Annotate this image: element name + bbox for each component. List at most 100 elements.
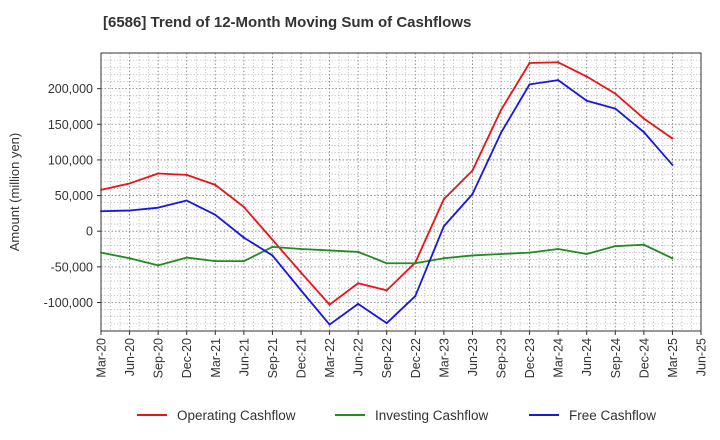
y-tick-label: -50,000 — [51, 260, 93, 274]
data-point-investing-cashflow — [414, 262, 417, 265]
data-point-free-cashflow — [242, 236, 245, 239]
data-point-free-cashflow — [528, 83, 531, 86]
x-tick-label: Sep-24 — [609, 338, 623, 378]
x-tick-label: Mar-25 — [666, 338, 680, 378]
x-tick-label: Sep-21 — [266, 338, 280, 378]
data-point-investing-cashflow — [500, 253, 502, 256]
x-tick-label: Dec-24 — [637, 338, 651, 378]
plot-area — [101, 53, 701, 331]
data-point-investing-cashflow — [128, 257, 131, 260]
legend-label: Operating Cashflow — [177, 408, 296, 423]
x-tick-label: Sep-20 — [152, 338, 166, 378]
data-point-operating-cashflow — [300, 271, 302, 274]
y-tick-label: 50,000 — [55, 189, 93, 203]
data-point-free-cashflow — [300, 289, 302, 292]
data-point-free-cashflow — [442, 225, 445, 228]
data-point-operating-cashflow — [585, 75, 588, 78]
x-tick-label: Jun-25 — [695, 338, 709, 376]
data-point-operating-cashflow — [242, 205, 245, 208]
x-tick-label: Mar-23 — [437, 338, 451, 378]
x-tick-label: Dec-23 — [523, 338, 537, 378]
data-point-investing-cashflow — [442, 257, 445, 260]
data-point-investing-cashflow — [642, 243, 645, 246]
data-point-investing-cashflow — [585, 253, 588, 256]
x-tick-label: Jun-24 — [580, 338, 594, 376]
data-point-free-cashflow — [385, 322, 388, 325]
data-point-investing-cashflow — [385, 262, 388, 265]
data-point-operating-cashflow — [357, 282, 360, 285]
data-point-investing-cashflow — [357, 250, 360, 253]
plot-frame — [100, 52, 702, 332]
data-point-operating-cashflow — [528, 61, 531, 64]
x-tick-label: Sep-23 — [495, 338, 509, 378]
y-tick-label: 200,000 — [48, 82, 93, 96]
x-tick-label: Dec-22 — [409, 338, 423, 378]
data-point-operating-cashflow — [442, 198, 445, 201]
data-point-operating-cashflow — [271, 238, 274, 241]
data-point-operating-cashflow — [500, 109, 502, 112]
data-point-free-cashflow — [157, 206, 160, 209]
data-point-free-cashflow — [557, 79, 560, 82]
x-tick-label: Jun-22 — [352, 338, 366, 376]
data-point-operating-cashflow — [385, 289, 388, 292]
data-point-investing-cashflow — [214, 260, 217, 263]
data-point-free-cashflow — [328, 323, 331, 326]
data-point-investing-cashflow — [671, 257, 674, 260]
data-point-operating-cashflow — [214, 183, 217, 186]
data-point-operating-cashflow — [100, 188, 102, 191]
y-axis-label: Amount (million yen) — [7, 133, 22, 252]
data-point-free-cashflow — [671, 163, 674, 166]
data-point-investing-cashflow — [185, 256, 188, 259]
data-point-operating-cashflow — [328, 303, 331, 306]
data-point-operating-cashflow — [157, 172, 160, 175]
y-tick-label: -100,000 — [44, 296, 93, 310]
data-point-free-cashflow — [614, 107, 617, 110]
x-tick-label: Jun-23 — [466, 338, 480, 376]
data-point-investing-cashflow — [100, 251, 102, 254]
data-point-investing-cashflow — [271, 245, 274, 248]
x-tick-label: Mar-20 — [95, 338, 109, 378]
data-point-investing-cashflow — [528, 251, 531, 254]
data-point-investing-cashflow — [471, 254, 474, 257]
data-point-free-cashflow — [100, 210, 102, 213]
x-tick-label: Mar-22 — [323, 338, 337, 378]
data-point-free-cashflow — [471, 193, 474, 196]
data-point-free-cashflow — [414, 295, 417, 298]
data-point-free-cashflow — [271, 254, 274, 257]
data-point-operating-cashflow — [557, 61, 560, 64]
data-point-operating-cashflow — [671, 137, 674, 140]
legend-label: Free Cashflow — [569, 408, 656, 423]
x-tick-label: Mar-24 — [552, 338, 566, 378]
x-tick-label: Dec-21 — [295, 338, 309, 378]
data-point-free-cashflow — [500, 131, 502, 134]
data-point-free-cashflow — [642, 131, 645, 134]
y-tick-label: 0 — [86, 225, 93, 239]
data-point-investing-cashflow — [242, 260, 245, 263]
chart-title: [6586] Trend of 12-Month Moving Sum of C… — [103, 14, 472, 31]
x-tick-label: Jun-20 — [123, 338, 137, 376]
legend-label: Investing Cashflow — [375, 408, 489, 423]
data-point-free-cashflow — [585, 99, 588, 102]
data-point-operating-cashflow — [185, 173, 188, 176]
data-point-investing-cashflow — [328, 249, 331, 252]
data-point-operating-cashflow — [128, 182, 131, 185]
data-point-investing-cashflow — [300, 248, 302, 251]
data-point-operating-cashflow — [642, 117, 645, 120]
data-point-free-cashflow — [128, 209, 131, 212]
x-tick-label: Sep-22 — [380, 338, 394, 378]
data-point-free-cashflow — [214, 213, 217, 216]
data-point-operating-cashflow — [614, 92, 617, 95]
y-tick-label: 150,000 — [48, 118, 93, 132]
data-point-investing-cashflow — [157, 264, 160, 267]
data-point-free-cashflow — [185, 199, 188, 202]
x-tick-label: Dec-20 — [180, 338, 194, 378]
data-point-operating-cashflow — [471, 169, 474, 172]
x-tick-label: Mar-21 — [209, 338, 223, 378]
data-point-investing-cashflow — [614, 245, 617, 248]
x-tick-label: Jun-21 — [237, 338, 251, 376]
data-point-free-cashflow — [357, 302, 360, 305]
data-point-investing-cashflow — [557, 248, 560, 251]
y-tick-label: 100,000 — [48, 153, 93, 167]
